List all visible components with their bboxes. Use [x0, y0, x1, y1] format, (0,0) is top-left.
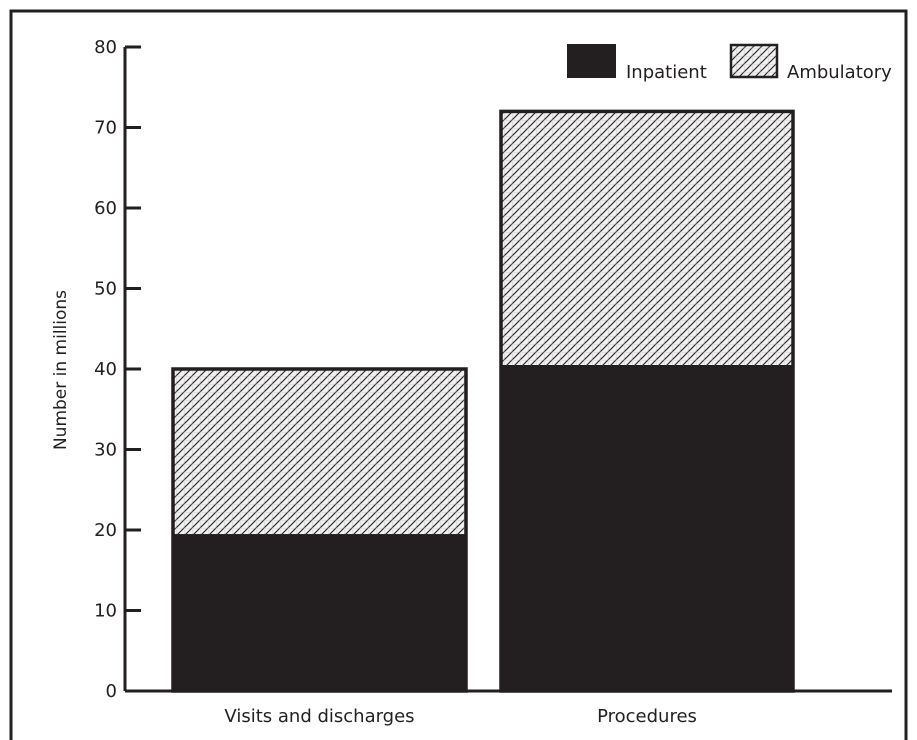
outer-frame	[9, 9, 908, 740]
legend-swatch-ambulatory	[729, 43, 779, 79]
bar-inpatient-procedures	[501, 364, 793, 691]
x-tick-label: Visits and discharges	[224, 706, 414, 727]
y-tick-label: 10	[94, 601, 117, 622]
y-tick-label: 0	[106, 681, 117, 702]
bar-inpatient-visits-and-discharges	[173, 534, 466, 691]
y-tick-label: 80	[94, 37, 117, 58]
y-tick-label: 20	[94, 520, 117, 541]
y-tick-label: 30	[94, 440, 117, 461]
axes: Visits and discharges Procedures 0 10 20 30 40…	[94, 37, 892, 727]
y-tick-label: 40	[94, 359, 117, 380]
y-tick-label: 50	[94, 279, 117, 300]
legend-label-ambulatory: Ambulatory	[787, 62, 892, 83]
y-axis-title: Number in millions	[51, 290, 71, 450]
legend-swatch-inpatient	[567, 44, 616, 78]
legend: Inpatient Ambulatory	[567, 43, 892, 83]
y-tick-label: 70	[94, 118, 117, 139]
x-tick-label: Procedures	[597, 706, 697, 727]
bar-ambulatory-visits-and-discharges	[173, 369, 466, 535]
plot-area	[171, 109, 795, 693]
bar-ambulatory-procedures	[501, 111, 793, 365]
y-tick-label: 60	[94, 198, 117, 219]
legend-label-inpatient: Inpatient	[626, 62, 707, 83]
